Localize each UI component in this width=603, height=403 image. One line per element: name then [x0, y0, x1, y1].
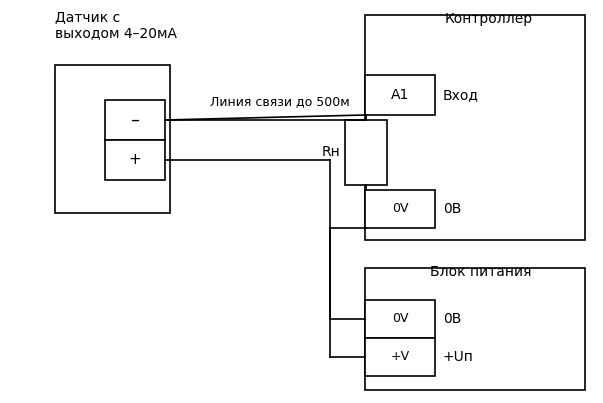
Text: 0В: 0В [443, 202, 461, 216]
Text: А1: А1 [391, 88, 409, 102]
Text: Rн: Rн [321, 145, 340, 160]
Text: 0В: 0В [443, 312, 461, 326]
Text: 0V: 0V [392, 312, 408, 326]
Text: Датчик с
выходом 4–20мА: Датчик с выходом 4–20мА [55, 10, 177, 40]
Bar [365, 338, 435, 376]
Bar [365, 300, 435, 338]
Bar [105, 100, 165, 140]
Bar [365, 75, 435, 115]
Text: 0V: 0V [392, 202, 408, 216]
Bar [365, 268, 585, 390]
Text: Контроллер: Контроллер [445, 12, 533, 26]
Bar [345, 120, 387, 185]
Bar [55, 65, 170, 213]
Text: Блок питания: Блок питания [430, 265, 531, 279]
Bar [365, 190, 435, 228]
Text: +V: +V [390, 351, 409, 364]
Bar [365, 15, 585, 240]
Text: Линия связи до 500м: Линия связи до 500м [210, 95, 350, 108]
Text: +Uп: +Uп [443, 350, 474, 364]
Text: Вход: Вход [443, 88, 479, 102]
Text: –: – [130, 111, 139, 129]
Bar [105, 140, 165, 180]
Text: +: + [128, 152, 141, 168]
